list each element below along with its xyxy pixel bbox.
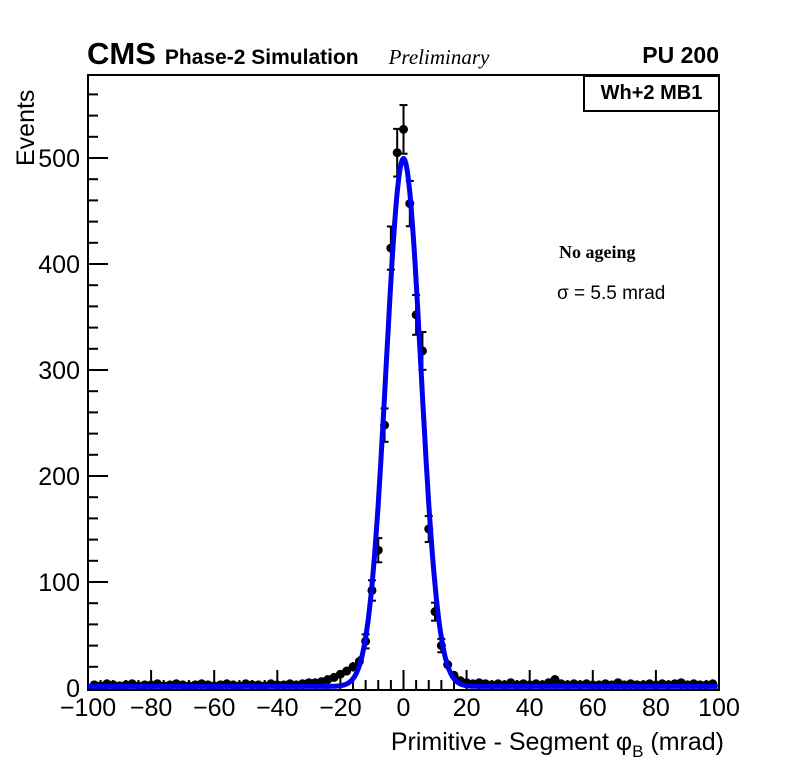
x-axis-title-prefix: Primitive - Segment	[390, 728, 616, 756]
x-tick-label: 0	[397, 694, 411, 722]
x-tick-label: 80	[642, 694, 670, 722]
plot-header: CMS Phase-2 Simulation Preliminary	[87, 36, 489, 72]
data-point	[392, 148, 402, 158]
fit-curve	[86, 156, 719, 689]
data-point	[399, 124, 408, 134]
y-tick-label: 0	[66, 675, 80, 703]
preliminary-label: Preliminary	[388, 45, 490, 69]
x-tick-label: −80	[130, 694, 172, 722]
y-tick-label: 400	[38, 251, 80, 279]
x-tick-label: 40	[516, 694, 544, 722]
data-point	[342, 666, 352, 676]
x-tick-label: 60	[579, 694, 607, 722]
x-tick-label: −60	[193, 694, 235, 722]
y-tick-label: 300	[38, 357, 80, 385]
x-axis-title: Primitive - Segment φB (mrad)	[391, 728, 724, 762]
data-point	[348, 662, 358, 672]
cms-logo-text: CMS	[87, 36, 156, 71]
phi-symbol: φ	[615, 728, 633, 756]
pileup-label: PU 200	[642, 42, 719, 68]
x-tick-label: −20	[319, 694, 361, 722]
plot-frame	[87, 74, 720, 691]
x-tick-label: −100	[60, 694, 116, 722]
legend-label: Wh+2 MB1	[600, 82, 703, 104]
y-tick-label: 100	[38, 569, 80, 597]
y-tick-label: 200	[38, 463, 80, 491]
y-axis-title: Events	[12, 89, 40, 166]
sigma-annotation: σ = 5.5 mrad	[557, 283, 666, 304]
x-tick-label: −40	[256, 694, 298, 722]
ageing-annotation: No ageing	[559, 242, 636, 262]
x-tick-label: 100	[698, 694, 740, 722]
phi-subscript: B	[632, 742, 644, 761]
x-axis-title-suffix: (mrad)	[643, 728, 724, 756]
legend-box: Wh+2 MB1	[583, 75, 720, 112]
experiment-label: Phase-2 Simulation	[164, 46, 359, 69]
data-point	[550, 675, 560, 685]
x-tick-label: 20	[453, 694, 481, 722]
y-tick-label: 500	[38, 145, 80, 173]
